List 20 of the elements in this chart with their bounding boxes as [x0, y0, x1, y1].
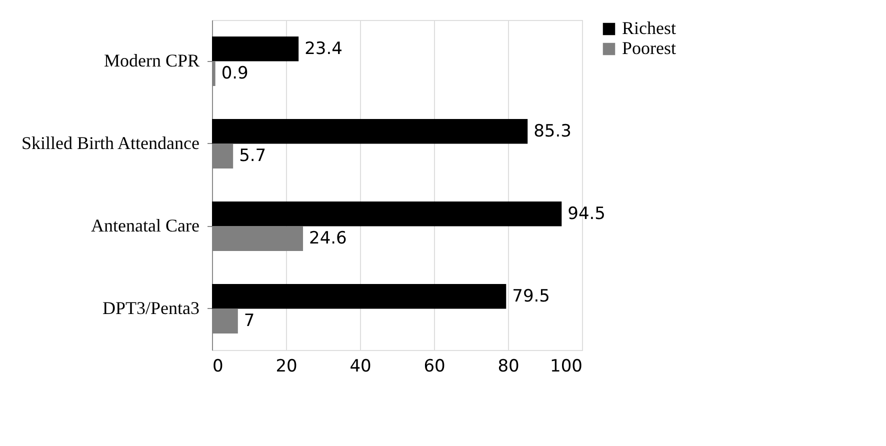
data-label: 0.9	[221, 64, 248, 84]
data-label: 94.5	[568, 204, 606, 224]
data-label: 79.5	[512, 286, 550, 306]
x-tick-label: 100	[550, 356, 582, 376]
y-tick-label: Modern CPR	[104, 50, 200, 70]
y-tick-label: Skilled Birth Attendance	[22, 132, 200, 153]
data-label: 85.3	[534, 121, 572, 142]
legend-label: Poorest	[622, 38, 676, 58]
y-tick-label: DPT3/Penta3	[102, 298, 200, 318]
x-tick-label: 40	[350, 356, 372, 376]
data-label: 5.7	[239, 146, 266, 166]
x-tick-label: 60	[424, 356, 446, 376]
data-label: 24.6	[309, 228, 347, 249]
x-tick-label: 20	[276, 356, 298, 376]
legend-label: Richest	[622, 18, 676, 38]
data-label: 23.4	[304, 38, 342, 59]
data-label: 7	[244, 311, 255, 332]
x-tick-label: 0	[212, 356, 224, 376]
x-tick-label: 80	[498, 356, 520, 376]
y-tick-label: Antenatal Care	[91, 215, 200, 236]
